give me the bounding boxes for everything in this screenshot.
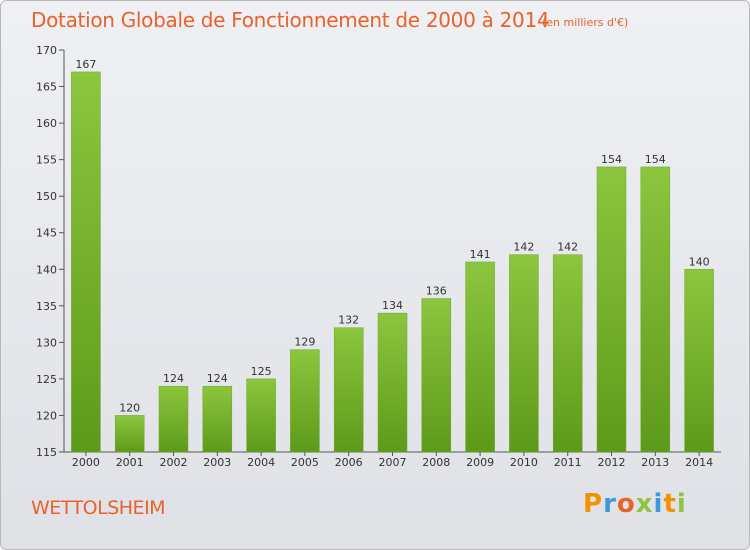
bar-value-label: 124 <box>163 372 184 385</box>
bar <box>509 254 539 453</box>
bar-value-label: 129 <box>294 336 315 349</box>
bar <box>158 385 189 453</box>
chart-subtitle: (en milliers d'€) <box>542 16 629 29</box>
x-tick-label: 2008 <box>422 456 450 469</box>
bar <box>640 166 671 453</box>
y-tick-label: 125 <box>36 373 57 386</box>
x-tick-label: 2013 <box>641 456 669 469</box>
y-tick-label: 145 <box>36 227 57 240</box>
x-tick-label: 2006 <box>335 456 363 469</box>
bar <box>290 349 320 453</box>
y-tick-label: 155 <box>36 154 57 167</box>
bar-value-label: 154 <box>601 153 622 166</box>
bar <box>377 312 408 453</box>
y-tick-label: 165 <box>36 81 57 94</box>
brand-letter: t <box>663 489 677 519</box>
bar-value-label: 142 <box>557 241 578 254</box>
x-tick-label: 2009 <box>466 456 494 469</box>
y-tick-label: 135 <box>36 300 57 313</box>
bar-value-label: 136 <box>426 285 447 298</box>
x-tick-label: 2004 <box>247 456 275 469</box>
bar <box>246 378 276 453</box>
bar-value-label: 125 <box>251 365 272 378</box>
x-tick-label: 2003 <box>203 456 231 469</box>
brand-letter: o <box>616 489 636 519</box>
bar <box>552 254 583 453</box>
bar <box>596 166 627 453</box>
bar <box>202 385 233 453</box>
x-tick-label: 2007 <box>379 456 407 469</box>
brand-letter: i <box>676 489 687 519</box>
bar <box>465 261 495 453</box>
bar-value-label: 140 <box>689 255 710 268</box>
bar <box>71 71 101 453</box>
x-tick-label: 2001 <box>116 456 144 469</box>
y-tick-label: 115 <box>36 446 57 459</box>
brand-letter: x <box>635 489 654 519</box>
y-tick-label: 120 <box>36 409 57 422</box>
y-tick-label: 130 <box>36 336 57 349</box>
bar-value-label: 132 <box>338 314 359 327</box>
x-tick-label: 2000 <box>72 456 100 469</box>
y-tick-label: 140 <box>36 263 57 276</box>
bar <box>333 327 364 453</box>
x-tick-label: 2014 <box>685 456 713 469</box>
bar-value-label: 120 <box>119 401 140 414</box>
commune-name: WETTOLSHEIM <box>31 497 166 519</box>
brand-letter: P <box>583 489 604 519</box>
bar-value-label: 167 <box>75 58 96 71</box>
x-tick-label: 2002 <box>160 456 188 469</box>
bar <box>114 415 145 453</box>
brand-logo: Proxiti <box>583 489 687 519</box>
bar-value-label: 141 <box>470 248 491 261</box>
y-tick-label: 170 <box>36 44 57 57</box>
bar <box>684 269 714 453</box>
x-tick-label: 2010 <box>510 456 538 469</box>
x-tick-label: 2011 <box>554 456 582 469</box>
x-tick-label: 2012 <box>598 456 626 469</box>
chart-title: Dotation Globale de Fonctionnement de 20… <box>31 8 550 32</box>
bar-value-label: 142 <box>513 241 534 254</box>
bar-value-label: 124 <box>207 372 228 385</box>
y-tick-label: 160 <box>36 117 57 130</box>
bar-value-label: 154 <box>645 153 666 166</box>
bar <box>421 298 452 453</box>
brand-letter: r <box>603 489 617 519</box>
bar-value-label: 134 <box>382 299 403 312</box>
brand-letter: i <box>653 489 664 519</box>
x-tick-label: 2005 <box>291 456 319 469</box>
y-tick-label: 150 <box>36 190 57 203</box>
